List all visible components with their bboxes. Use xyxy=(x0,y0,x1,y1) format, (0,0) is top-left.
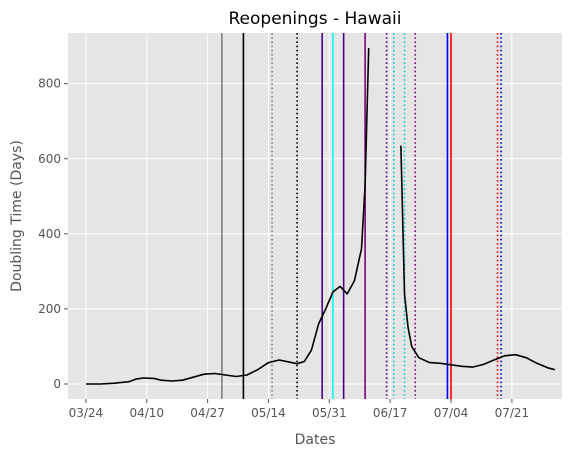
plot-background xyxy=(68,33,562,399)
x-tick-label: 04/27 xyxy=(190,406,225,420)
x-tick-label: 04/10 xyxy=(129,406,164,420)
x-tick-label: 07/04 xyxy=(434,406,469,420)
y-tick-label: 400 xyxy=(38,227,61,241)
y-tick-label: 800 xyxy=(38,77,61,91)
y-ticks: 0 200 400 600 800 xyxy=(38,77,68,391)
x-tick-label: 05/14 xyxy=(251,406,286,420)
x-tick-label: 06/17 xyxy=(373,406,408,420)
y-axis-label: Doubling Time (Days) xyxy=(9,140,25,292)
x-tick-label: 05/31 xyxy=(312,406,347,420)
x-axis-label: Dates xyxy=(295,432,336,448)
x-tick-label: 07/21 xyxy=(495,406,530,420)
x-ticks: 03/24 04/10 04/27 05/14 05/31 06/17 07/04 07/21 xyxy=(69,399,530,420)
y-tick-label: 600 xyxy=(38,152,61,166)
y-tick-label: 200 xyxy=(38,302,61,316)
chart-title: Reopenings - Hawaii xyxy=(229,9,402,29)
y-tick-label: 0 xyxy=(53,377,61,391)
x-tick-label: 03/24 xyxy=(69,406,104,420)
